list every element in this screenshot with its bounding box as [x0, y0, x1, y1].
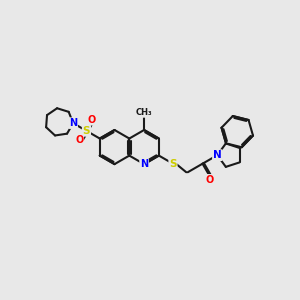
Text: O: O	[206, 175, 214, 185]
Text: O: O	[87, 115, 95, 125]
Text: N: N	[140, 159, 148, 169]
Text: S: S	[83, 126, 90, 136]
Text: N: N	[69, 118, 77, 128]
Text: CH₃: CH₃	[136, 108, 152, 117]
Text: O: O	[75, 135, 83, 146]
Text: N: N	[213, 150, 222, 160]
Text: S: S	[169, 159, 177, 169]
